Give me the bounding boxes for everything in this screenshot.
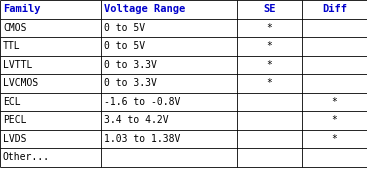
Text: *: *: [266, 78, 272, 88]
Text: LVCMOS: LVCMOS: [3, 78, 38, 88]
Text: Family: Family: [3, 4, 40, 14]
Text: 3.4 to 4.2V: 3.4 to 4.2V: [104, 115, 168, 125]
Text: Diff: Diff: [322, 4, 347, 14]
Text: 0 to 3.3V: 0 to 3.3V: [104, 78, 157, 88]
Text: -1.6 to -0.8V: -1.6 to -0.8V: [104, 97, 180, 107]
Text: *: *: [266, 41, 272, 51]
Text: *: *: [266, 60, 272, 70]
Text: Voltage Range: Voltage Range: [104, 4, 185, 14]
Text: *: *: [331, 97, 337, 107]
Text: *: *: [266, 23, 272, 33]
Text: LVTTL: LVTTL: [3, 60, 32, 70]
Text: TTL: TTL: [3, 41, 21, 51]
Text: 0 to 5V: 0 to 5V: [104, 41, 145, 51]
Text: ECL: ECL: [3, 97, 21, 107]
Text: *: *: [331, 134, 337, 144]
Text: Other...: Other...: [3, 152, 50, 162]
Text: 0 to 5V: 0 to 5V: [104, 23, 145, 33]
Text: SE: SE: [263, 4, 276, 14]
Text: 1.03 to 1.38V: 1.03 to 1.38V: [104, 134, 180, 144]
Text: PECL: PECL: [3, 115, 26, 125]
Text: 0 to 3.3V: 0 to 3.3V: [104, 60, 157, 70]
Text: *: *: [331, 115, 337, 125]
Text: LVDS: LVDS: [3, 134, 26, 144]
Text: CMOS: CMOS: [3, 23, 26, 33]
